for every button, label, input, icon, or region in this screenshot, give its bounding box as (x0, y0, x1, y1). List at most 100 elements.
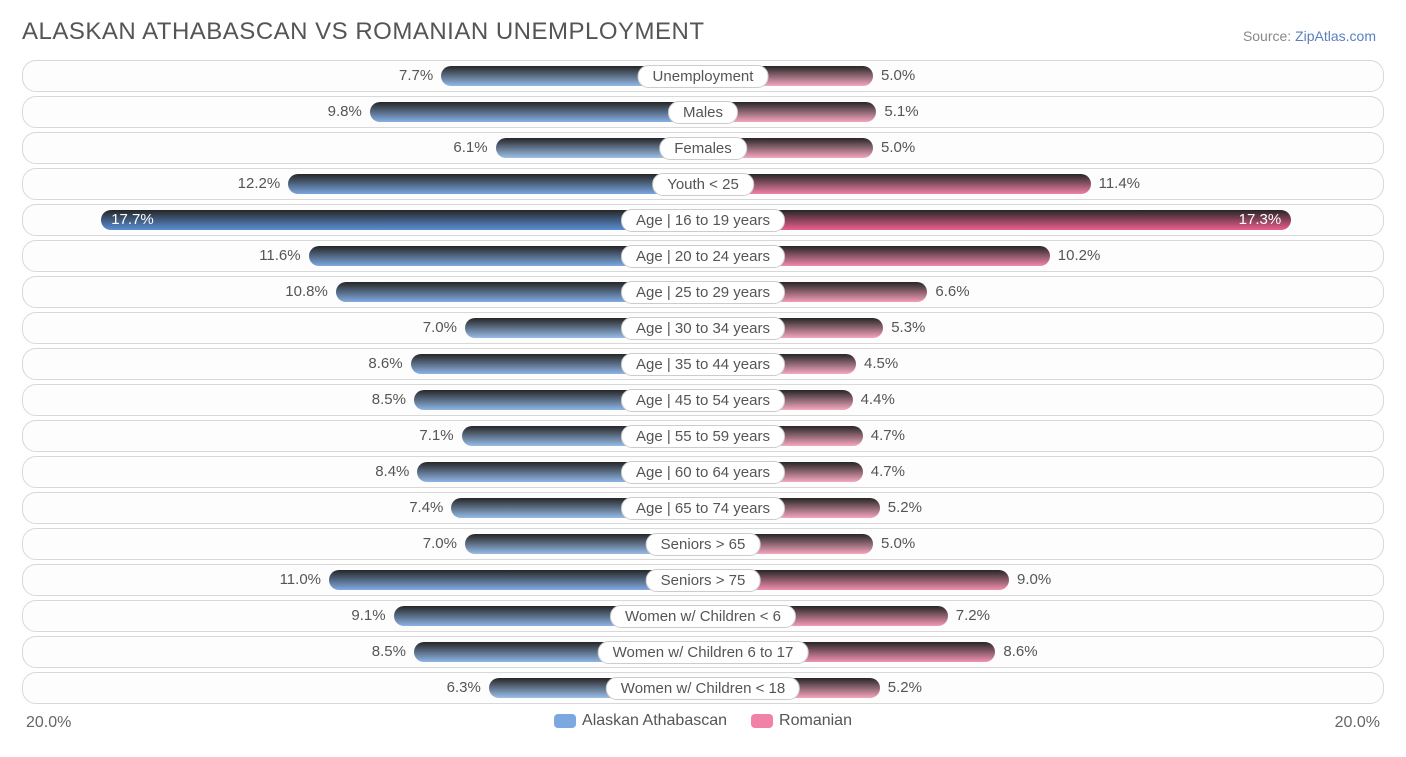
value-label-right: 17.3% (1239, 211, 1292, 228)
source-prefix: Source: (1243, 28, 1295, 44)
legend-item-left: Alaskan Athabascan (554, 712, 727, 730)
right-half: 7.2% (703, 601, 1383, 631)
left-half: 9.1% (23, 601, 703, 631)
legend-swatch-right (751, 714, 773, 728)
right-half: 10.2% (703, 241, 1383, 271)
right-half: 9.0% (703, 565, 1383, 595)
legend-swatch-left (554, 714, 576, 728)
category-label: Females (659, 137, 747, 160)
table-row: 8.5% 8.6% Women w/ Children 6 to 17 (22, 636, 1384, 668)
value-label-right: 8.6% (1003, 643, 1037, 660)
left-half: 8.6% (23, 349, 703, 379)
category-label: Age | 45 to 54 years (621, 389, 785, 412)
right-half: 5.2% (703, 493, 1383, 523)
category-label: Age | 65 to 74 years (621, 497, 785, 520)
bar-left (288, 174, 703, 194)
right-half: 5.2% (703, 673, 1383, 703)
table-row: 9.1% 7.2%Women w/ Children < 6 (22, 600, 1384, 632)
value-label-right: 11.4% (1099, 175, 1140, 192)
value-label-right: 4.5% (864, 355, 898, 372)
right-half: 5.0% (703, 529, 1383, 559)
value-label-right: 5.2% (888, 499, 922, 516)
source-attribution: Source: ZipAtlas.com (1243, 28, 1376, 44)
left-half: 6.3% (23, 673, 703, 703)
category-label: Women w/ Children 6 to 17 (598, 641, 809, 664)
value-label-right: 6.6% (935, 283, 969, 300)
legend-item-right: Romanian (751, 712, 852, 730)
axis-left-label: 20.0% (26, 714, 71, 732)
value-label-right: 4.4% (861, 391, 895, 408)
value-label-left: 8.6% (368, 355, 402, 372)
table-row: 8.4%4.7%Age | 60 to 64 years (22, 456, 1384, 488)
value-label-right: 5.0% (881, 139, 915, 156)
category-label: Age | 30 to 34 years (621, 317, 785, 340)
value-label-left: 8.5% (372, 391, 406, 408)
category-label: Youth < 25 (652, 173, 754, 196)
left-half: 7.0% (23, 529, 703, 559)
category-label: Women w/ Children < 18 (606, 677, 800, 700)
table-row: 11.6%10.2%Age | 20 to 24 years (22, 240, 1384, 272)
category-label: Seniors > 75 (646, 569, 761, 592)
table-row: 10.8%6.6%Age | 25 to 29 years (22, 276, 1384, 308)
table-row: 8.5% 4.4% Age | 45 to 54 years (22, 384, 1384, 416)
legend-label-right: Romanian (779, 712, 852, 729)
rows-container: 7.7%5.0%Unemployment9.8%5.1%Males6.1%5.0… (22, 60, 1384, 704)
left-half: 8.5% (23, 385, 703, 415)
axis-row: 20.0% Alaskan Athabascan Romanian 20.0% (22, 710, 1384, 738)
right-half: 6.6% (703, 277, 1383, 307)
right-half: 5.1% (703, 97, 1383, 127)
left-half: 9.8% (23, 97, 703, 127)
value-label-left: 7.4% (409, 499, 443, 516)
table-row: 7.0%5.0%Seniors > 65 (22, 528, 1384, 560)
table-row: 12.2% 11.4% Youth < 25 (22, 168, 1384, 200)
value-label-right: 4.7% (871, 427, 905, 444)
table-row: 8.6% 4.5% Age | 35 to 44 years (22, 348, 1384, 380)
value-label-left: 9.1% (351, 607, 385, 624)
chart-area: 7.7%5.0%Unemployment9.8%5.1%Males6.1%5.0… (22, 60, 1384, 727)
value-label-right: 5.0% (881, 67, 915, 84)
value-label-right: 5.0% (881, 535, 915, 552)
table-row: 7.7% 5.0% Unemployment (22, 60, 1384, 92)
category-label: Women w/ Children < 6 (610, 605, 796, 628)
left-half: 6.1% (23, 133, 703, 163)
table-row: 9.8%5.1%Males (22, 96, 1384, 128)
value-label-left: 8.4% (375, 463, 409, 480)
left-half: 17.7% (23, 205, 703, 235)
category-label: Unemployment (638, 65, 769, 88)
right-half: 5.0% (703, 133, 1383, 163)
table-row: 7.4% 5.2% Age | 65 to 74 years (22, 492, 1384, 524)
value-label-left: 9.8% (328, 103, 362, 120)
bar-right (703, 210, 1291, 230)
table-row: 7.1% 4.7% Age | 55 to 59 years (22, 420, 1384, 452)
value-label-right: 10.2% (1058, 247, 1101, 264)
value-label-right: 9.0% (1017, 571, 1051, 588)
category-label: Age | 55 to 59 years (621, 425, 785, 448)
value-label-right: 5.1% (884, 103, 918, 120)
value-label-right: 5.3% (891, 319, 925, 336)
right-half: 5.3% (703, 313, 1383, 343)
right-half: 4.7% (703, 421, 1383, 451)
table-row: 6.3% 5.2% Women w/ Children < 18 (22, 672, 1384, 704)
value-label-right: 4.7% (871, 463, 905, 480)
source-link[interactable]: ZipAtlas.com (1295, 28, 1376, 44)
bar-left (101, 210, 703, 230)
value-label-left: 7.1% (419, 427, 453, 444)
left-half: 11.6% (23, 241, 703, 271)
value-label-right: 5.2% (888, 679, 922, 696)
value-label-left: 17.7% (101, 211, 154, 228)
right-half: 5.0% (703, 61, 1383, 91)
value-label-left: 7.0% (423, 535, 457, 552)
bar-left (370, 102, 703, 122)
left-half: 7.1% (23, 421, 703, 451)
value-label-left: 8.5% (372, 643, 406, 660)
left-half: 8.4% (23, 457, 703, 487)
value-label-left: 6.1% (453, 139, 487, 156)
category-label: Age | 35 to 44 years (621, 353, 785, 376)
value-label-left: 7.7% (399, 67, 433, 84)
value-label-left: 6.3% (447, 679, 481, 696)
category-label: Age | 25 to 29 years (621, 281, 785, 304)
value-label-left: 12.2% (238, 175, 281, 192)
left-half: 7.4% (23, 493, 703, 523)
category-label: Age | 16 to 19 years (621, 209, 785, 232)
left-half: 7.0% (23, 313, 703, 343)
